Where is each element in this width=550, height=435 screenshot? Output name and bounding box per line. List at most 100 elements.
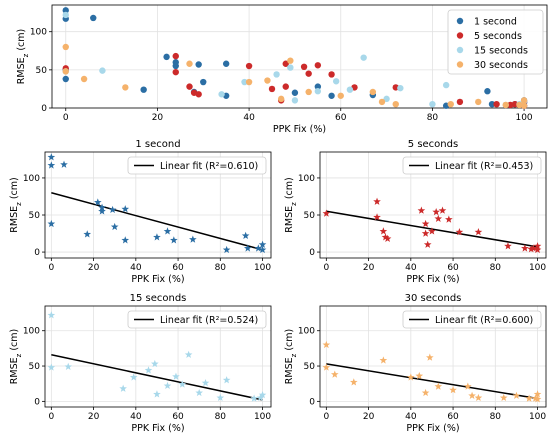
data-point [119, 384, 127, 392]
data-point [254, 244, 263, 252]
data-point [373, 213, 381, 221]
data-point [62, 68, 69, 75]
panel-2: 0 20 40 60 80 100 0 50 100 PPK Fix (%) RMSEz (cm) 5… [284, 139, 546, 285]
data-point [218, 91, 225, 98]
x-tick-label: 100 [515, 113, 532, 123]
panel-2-ylabel: RMSEz (cm) [284, 177, 298, 232]
legend-label: Linear fit (R²=0.600) [435, 315, 533, 326]
data-point [277, 95, 285, 103]
x-tick-label: 60 [172, 412, 184, 422]
panel-3: 0 20 40 60 80 100 0 50 100 PPK Fix (%) RMSEz (cm) 1… [9, 293, 271, 434]
data-point [186, 60, 193, 67]
data-point [170, 236, 178, 244]
data-point [429, 100, 436, 108]
panel-1-title: 1 second [135, 139, 180, 150]
legend: 1 second 5 seconds 15 seconds 30 seconds [447, 9, 544, 75]
legend: Linear fit (R²=0.524) [127, 310, 267, 329]
panel-0-ylabel: RMSEz (cm) [16, 29, 30, 84]
points [47, 311, 267, 402]
data-point [195, 388, 203, 397]
data-point [499, 393, 508, 402]
panel-1-ylabel: RMSEz (cm) [9, 177, 23, 232]
axes-frame [51, 4, 548, 109]
legend-label: Linear fit (R²=0.610) [160, 161, 258, 172]
legend: Linear fit (R²=0.600) [402, 310, 542, 329]
data-point [520, 97, 528, 104]
x-tick-label: 100 [529, 263, 546, 273]
x-tick-label: 0 [323, 412, 329, 422]
data-point [527, 245, 536, 253]
data-point [346, 86, 354, 93]
panel-1-xlabel: PPK Fix (%) [131, 274, 184, 285]
data-point [502, 101, 509, 109]
data-point [305, 70, 312, 77]
x-tick-label: 20 [152, 113, 164, 123]
y-tick-label: 100 [298, 174, 315, 184]
legend-label: 30 seconds [474, 60, 528, 71]
data-point [282, 60, 289, 67]
data-point [423, 240, 432, 248]
data-point [172, 372, 180, 380]
data-point [291, 97, 299, 104]
x-tick-label: 80 [490, 263, 502, 273]
data-point [407, 373, 415, 381]
x-tick-label: 40 [130, 263, 142, 273]
data-point [222, 376, 231, 384]
data-point [474, 393, 483, 402]
x-tick-label: 60 [447, 263, 459, 273]
data-point [268, 85, 276, 93]
data-point [421, 229, 430, 237]
data-point [47, 311, 56, 319]
y-tick-label: 100 [23, 327, 40, 337]
data-point [533, 390, 542, 398]
panel-4-title: 30 seconds [405, 293, 462, 304]
panel-2-xlabel: PPK Fix (%) [406, 274, 459, 285]
data-point [442, 81, 450, 89]
data-point [438, 206, 447, 214]
data-point [222, 245, 231, 254]
data-point [99, 67, 106, 74]
data-point [392, 100, 399, 108]
data-point [456, 98, 464, 106]
data-point [525, 394, 533, 402]
data-point [195, 61, 202, 68]
x-tick-label: 20 [363, 263, 375, 273]
data-point [369, 88, 377, 96]
legend-box [402, 156, 542, 175]
panel-3-xlabel: PPK Fix (%) [131, 423, 184, 434]
data-point [445, 215, 453, 223]
fit-line [51, 192, 263, 251]
axes-frame [319, 305, 547, 408]
x-tick-label: 20 [88, 263, 100, 273]
data-point [417, 206, 426, 214]
data-point [178, 380, 187, 388]
data-point [216, 393, 225, 402]
data-point [47, 161, 56, 169]
data-point [432, 208, 440, 216]
legend-marker [456, 61, 464, 68]
data-point [383, 95, 390, 103]
points [322, 340, 542, 403]
y-tick-label: 0 [41, 104, 47, 114]
x-tick-label: 80 [490, 412, 502, 422]
axes-frame [44, 305, 272, 408]
panel-0-xlabel: PPK Fix (%) [273, 124, 326, 135]
series-3 [62, 43, 528, 109]
y-tick-label: 100 [298, 327, 315, 337]
x-tick-label: 100 [529, 412, 546, 422]
data-point [195, 91, 202, 98]
data-point [314, 88, 322, 95]
x-tick-label: 0 [63, 113, 69, 123]
data-point [250, 394, 258, 402]
data-point [287, 57, 294, 64]
data-point [434, 214, 443, 222]
data-point [122, 84, 129, 91]
data-point [47, 153, 56, 161]
x-tick-label: 0 [323, 263, 329, 273]
data-point [60, 160, 68, 168]
data-point [314, 83, 322, 90]
fit-line [51, 354, 263, 401]
x-tick-label: 0 [48, 263, 54, 273]
data-point [273, 71, 280, 78]
data-point [381, 233, 390, 241]
